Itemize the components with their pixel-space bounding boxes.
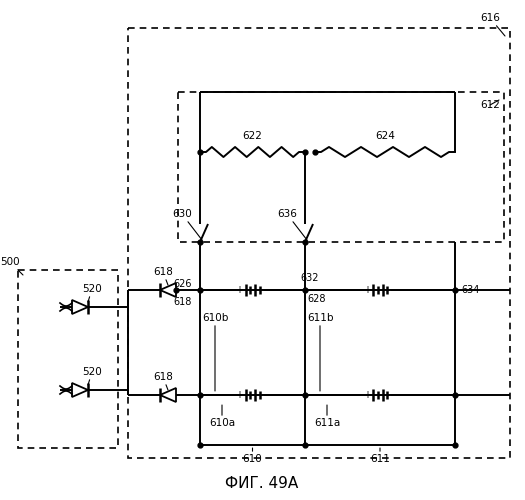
Text: 520: 520 [82,367,102,385]
Text: 630: 630 [172,209,202,240]
Text: −: − [261,390,269,400]
Text: 618: 618 [153,267,173,285]
Text: 624: 624 [375,131,395,141]
Text: 612: 612 [480,100,500,110]
Text: 500: 500 [0,257,23,275]
Text: 611b: 611b [307,313,333,391]
Text: −: − [389,390,397,400]
Text: +: + [236,390,244,400]
Text: 632: 632 [300,273,319,283]
Text: 636: 636 [277,209,307,240]
Text: 634: 634 [461,285,479,295]
Text: +: + [363,285,371,295]
Text: 622: 622 [243,131,262,141]
Text: 611a: 611a [314,405,340,428]
Text: +: + [236,285,244,295]
Text: 610a: 610a [209,405,235,428]
Text: ФИГ. 49А: ФИГ. 49А [225,476,299,492]
Text: 611: 611 [370,448,390,464]
Text: +: + [363,390,371,400]
Text: −: − [261,285,269,295]
Text: −: − [389,285,397,295]
Text: 618: 618 [153,372,173,390]
Text: 628: 628 [307,294,326,304]
Text: 610: 610 [243,448,262,464]
Text: 618: 618 [174,297,192,307]
Text: 610b: 610b [202,313,228,391]
Text: 616: 616 [480,13,505,36]
Text: 626: 626 [173,279,192,289]
Text: 520: 520 [82,284,102,302]
